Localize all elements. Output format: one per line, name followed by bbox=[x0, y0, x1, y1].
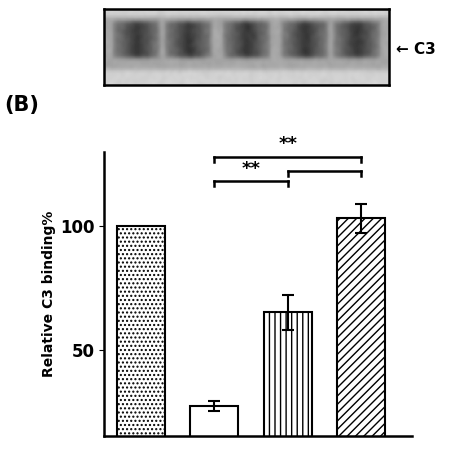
Text: **: ** bbox=[278, 135, 297, 153]
Bar bbox=[337, 219, 385, 473]
Y-axis label: Relative C3 binding%: Relative C3 binding% bbox=[42, 210, 56, 377]
Text: ← C3: ← C3 bbox=[396, 42, 436, 57]
Text: **: ** bbox=[241, 160, 261, 178]
Bar bbox=[117, 226, 165, 473]
Text: (B): (B) bbox=[5, 95, 40, 115]
Bar bbox=[264, 312, 311, 473]
Bar bbox=[191, 406, 238, 473]
